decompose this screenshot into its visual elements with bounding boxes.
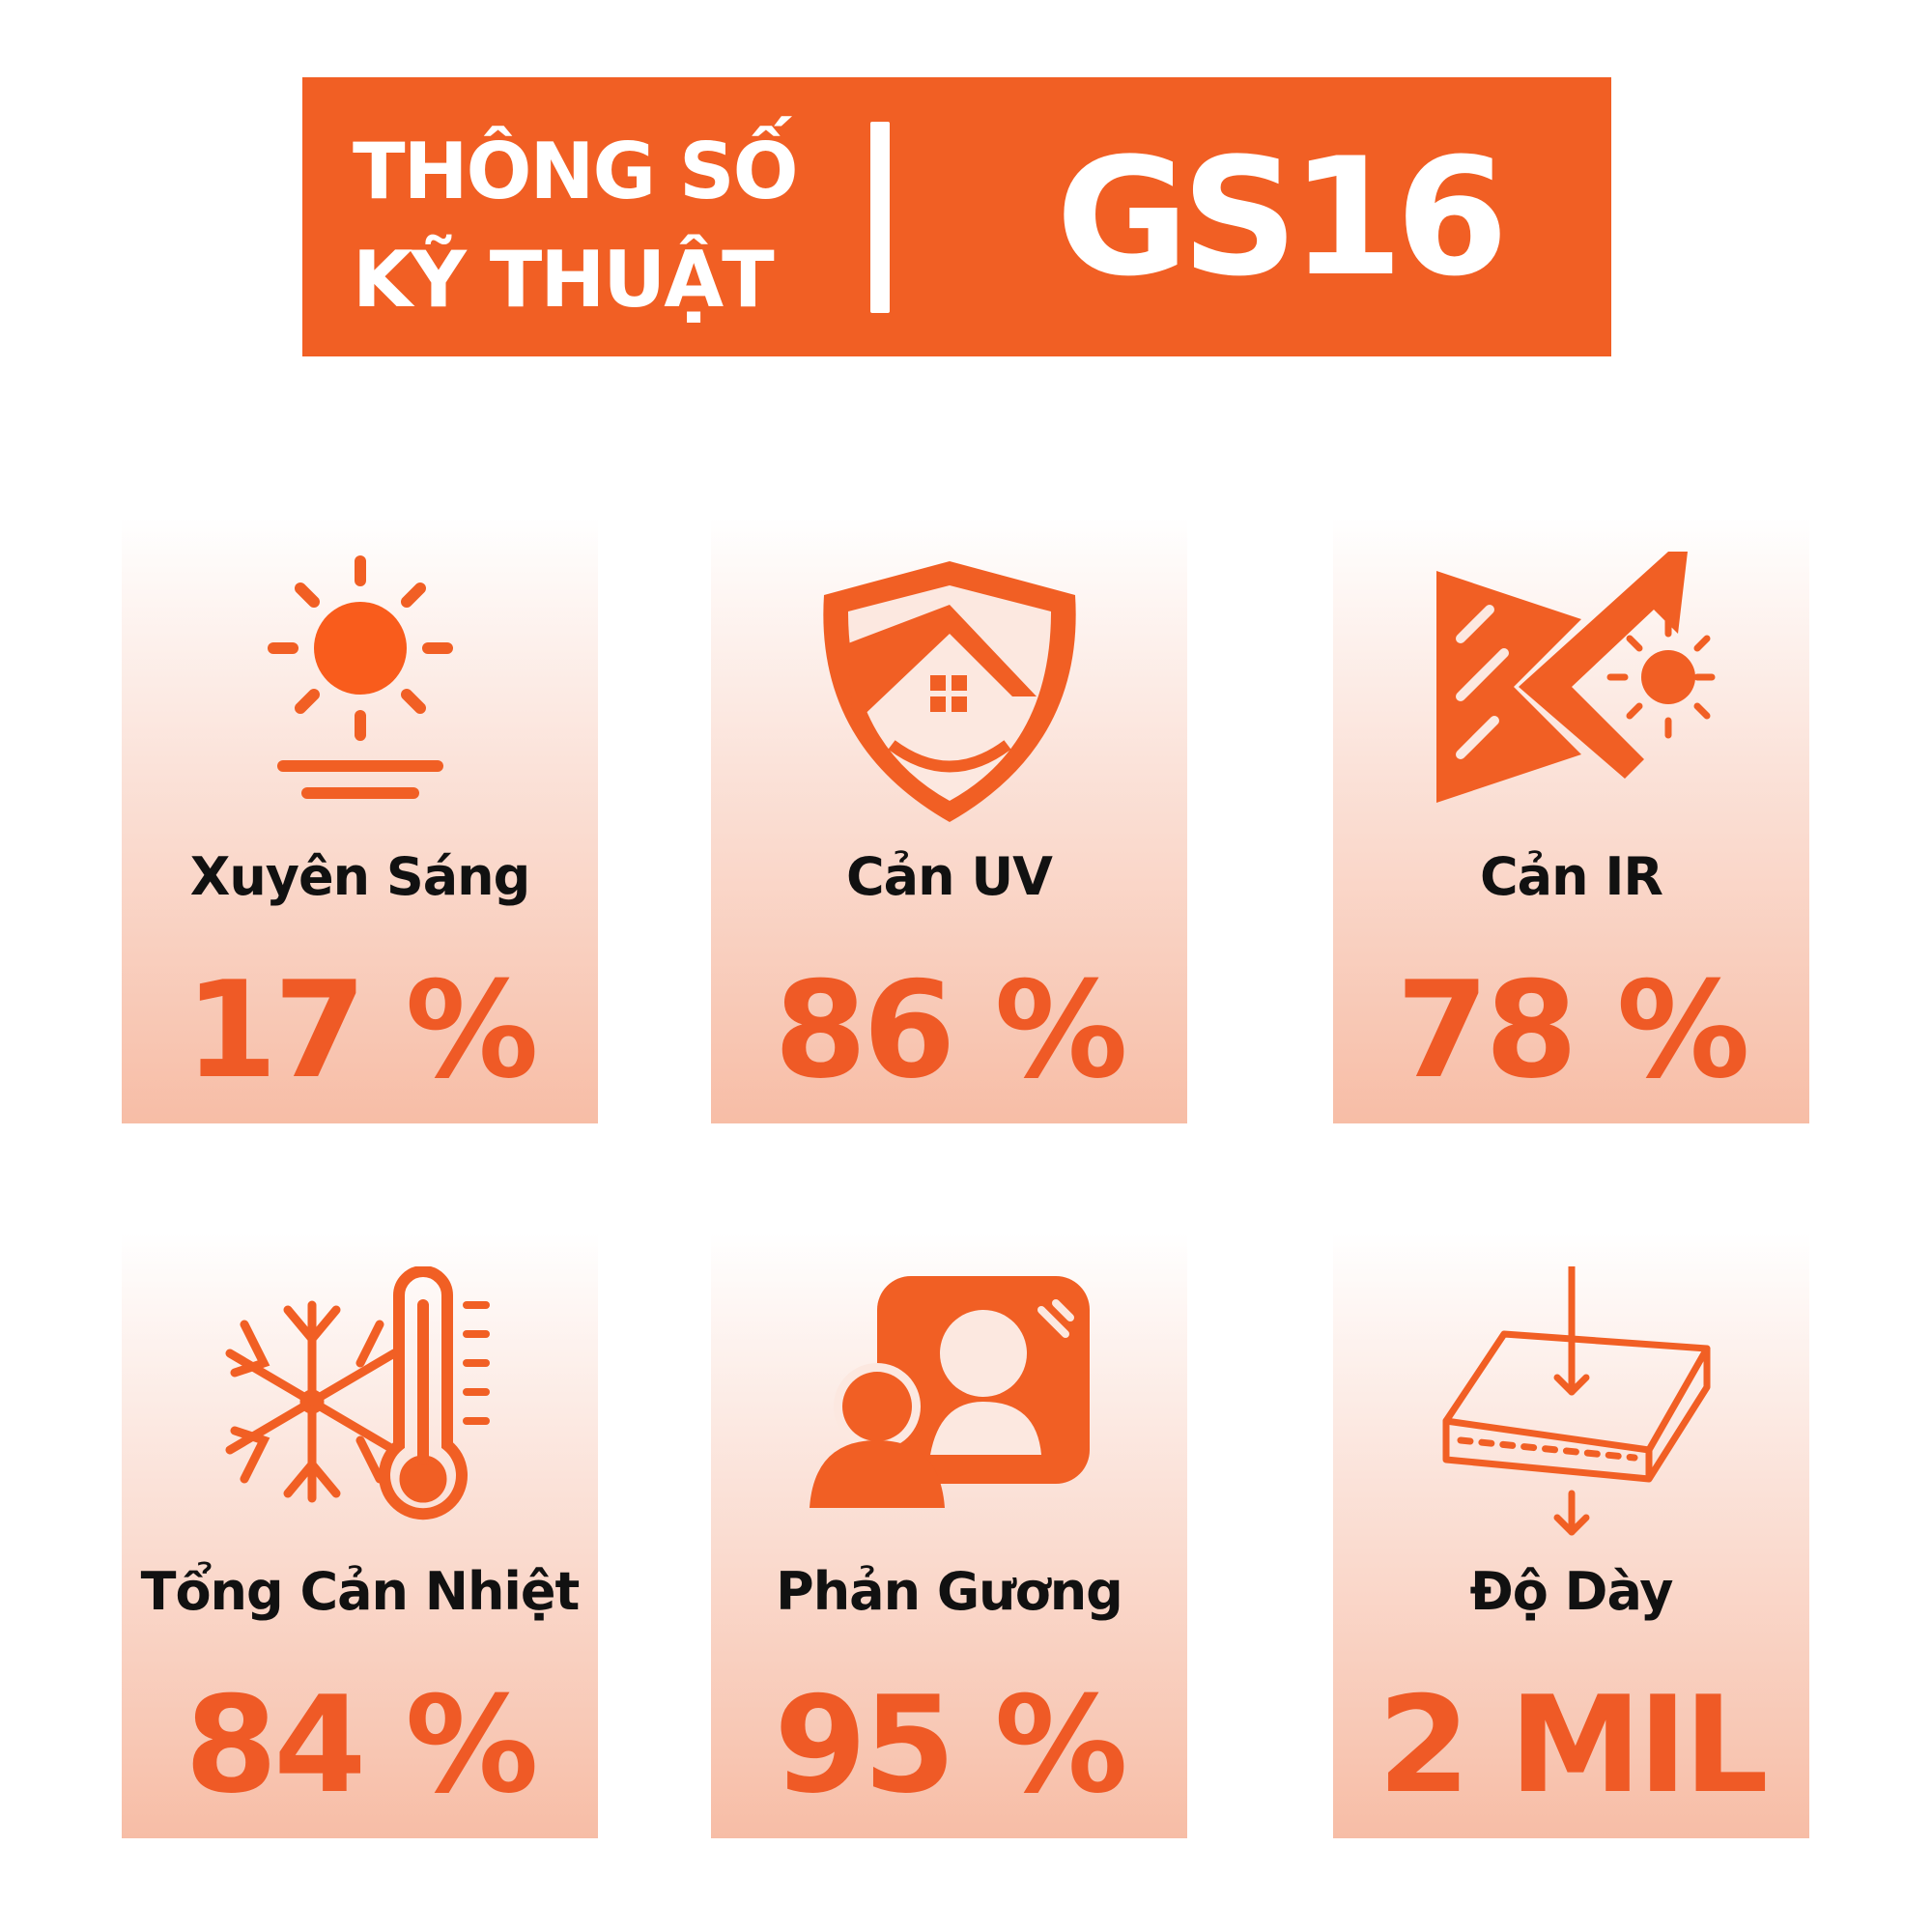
spec-label: Xuyên Sáng bbox=[189, 846, 531, 907]
spec-card-mirror-reflection: Phản Gương 95 % bbox=[711, 1233, 1187, 1838]
spec-card-ir-rejection: Cản IR 78 % bbox=[1333, 518, 1809, 1123]
spec-value: 95 % bbox=[774, 1667, 1127, 1823]
model-name: GS16 bbox=[1056, 123, 1509, 312]
spec-label: Cản IR bbox=[1480, 846, 1663, 907]
spec-label: Tổng Cản Nhiệt bbox=[140, 1561, 581, 1622]
spec-value: 17 % bbox=[185, 952, 538, 1108]
spec-label: Độ Dày bbox=[1469, 1561, 1674, 1622]
spec-card-thickness: Độ Dày 2 MIL bbox=[1333, 1233, 1809, 1838]
spec-card-uv-rejection: Cản UV 86 % bbox=[711, 518, 1187, 1123]
title-line-2: KỸ THUẬT bbox=[353, 235, 775, 325]
shield-house-icon bbox=[711, 552, 1187, 822]
title-banner: THÔNG SỐ KỸ THUẬT GS16 bbox=[302, 77, 1611, 356]
spec-value: 78 % bbox=[1396, 952, 1749, 1108]
thickness-layer-icon bbox=[1333, 1266, 1809, 1537]
spec-label: Cản UV bbox=[846, 846, 1053, 907]
snowflake-thermometer-icon bbox=[122, 1266, 598, 1537]
spec-value: 84 % bbox=[185, 1667, 538, 1823]
sun-horizon-icon bbox=[122, 552, 598, 822]
title-line-1: THÔNG SỐ bbox=[353, 127, 799, 216]
spec-value: 86 % bbox=[774, 952, 1127, 1108]
spec-card-light-transmission: Xuyên Sáng 17 % bbox=[122, 518, 598, 1123]
divider bbox=[870, 122, 890, 313]
banner-title: THÔNG SỐ KỸ THUẬT bbox=[353, 118, 799, 334]
spec-value: 2 MIL bbox=[1378, 1667, 1769, 1823]
spec-label: Phản Gương bbox=[776, 1561, 1123, 1622]
mirror-reflection-icon bbox=[711, 1266, 1187, 1537]
spec-card-total-heat-rejection: Tổng Cản Nhiệt 84 % bbox=[122, 1233, 598, 1838]
ir-reflect-icon bbox=[1333, 552, 1809, 822]
